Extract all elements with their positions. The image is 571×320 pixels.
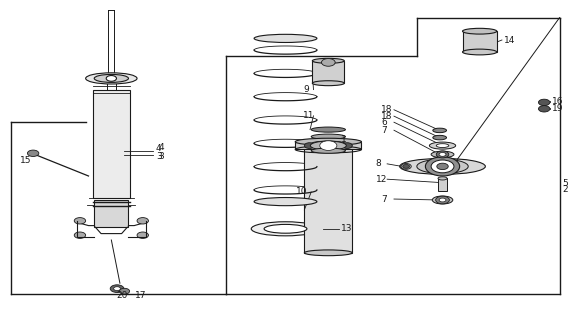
Ellipse shape — [295, 138, 361, 145]
Text: 17: 17 — [135, 291, 146, 300]
Circle shape — [436, 196, 449, 204]
Ellipse shape — [311, 148, 345, 153]
Circle shape — [436, 151, 449, 158]
Text: 1: 1 — [341, 135, 347, 144]
Ellipse shape — [438, 177, 447, 180]
Text: 12: 12 — [376, 175, 387, 184]
Ellipse shape — [400, 158, 485, 174]
Ellipse shape — [264, 224, 307, 233]
Circle shape — [342, 143, 352, 148]
Text: 7: 7 — [381, 195, 387, 204]
Text: 4: 4 — [156, 144, 162, 153]
Circle shape — [27, 150, 39, 156]
Circle shape — [321, 59, 335, 66]
Text: 18: 18 — [381, 112, 393, 121]
Ellipse shape — [86, 73, 137, 84]
Text: 10: 10 — [296, 188, 308, 196]
Text: 20: 20 — [116, 291, 127, 300]
Circle shape — [304, 143, 315, 148]
Ellipse shape — [304, 143, 352, 148]
Bar — [93, 90, 130, 198]
Circle shape — [114, 287, 120, 291]
Ellipse shape — [463, 49, 497, 55]
Text: 14: 14 — [504, 36, 515, 44]
Text: 7: 7 — [381, 126, 387, 135]
Text: 5: 5 — [562, 179, 568, 188]
Ellipse shape — [401, 164, 411, 169]
Ellipse shape — [312, 81, 344, 86]
Ellipse shape — [417, 159, 468, 173]
Text: 3: 3 — [159, 152, 164, 161]
Circle shape — [119, 288, 130, 294]
Bar — [438, 179, 447, 191]
Circle shape — [439, 198, 446, 202]
Ellipse shape — [463, 28, 497, 34]
Text: 8: 8 — [376, 159, 381, 168]
Circle shape — [439, 153, 446, 156]
Circle shape — [137, 232, 148, 238]
Circle shape — [137, 218, 148, 224]
Ellipse shape — [254, 197, 317, 206]
Text: 15: 15 — [20, 156, 31, 165]
Ellipse shape — [312, 58, 344, 63]
Ellipse shape — [432, 196, 453, 204]
Circle shape — [431, 160, 454, 173]
Ellipse shape — [431, 151, 454, 158]
Text: 9: 9 — [303, 85, 309, 94]
Ellipse shape — [254, 34, 317, 43]
Circle shape — [437, 163, 448, 170]
Text: 19: 19 — [552, 104, 563, 113]
Ellipse shape — [94, 75, 128, 83]
Text: 18: 18 — [381, 105, 393, 114]
Ellipse shape — [311, 127, 345, 132]
Circle shape — [320, 141, 337, 150]
Circle shape — [110, 285, 124, 292]
Text: 6: 6 — [381, 118, 387, 127]
Circle shape — [403, 164, 409, 168]
Text: 11: 11 — [303, 111, 315, 120]
Ellipse shape — [251, 222, 320, 236]
Ellipse shape — [311, 141, 345, 146]
Circle shape — [425, 157, 460, 176]
Ellipse shape — [304, 250, 352, 256]
Ellipse shape — [433, 128, 447, 133]
Bar — [295, 142, 361, 149]
Ellipse shape — [106, 76, 116, 81]
Bar — [94, 200, 128, 227]
Ellipse shape — [436, 144, 449, 148]
Ellipse shape — [433, 135, 447, 140]
Ellipse shape — [311, 134, 345, 139]
Circle shape — [538, 99, 550, 106]
Text: 3: 3 — [156, 152, 162, 161]
Circle shape — [538, 106, 550, 112]
Bar — [304, 146, 352, 253]
Text: 13: 13 — [341, 224, 352, 233]
Ellipse shape — [429, 142, 456, 149]
Text: 2: 2 — [562, 185, 568, 194]
Text: 16: 16 — [552, 97, 563, 106]
Circle shape — [74, 232, 86, 238]
Bar — [463, 31, 497, 52]
Circle shape — [74, 218, 86, 224]
Ellipse shape — [311, 141, 346, 150]
Text: 4: 4 — [159, 143, 164, 152]
Bar — [312, 61, 344, 83]
